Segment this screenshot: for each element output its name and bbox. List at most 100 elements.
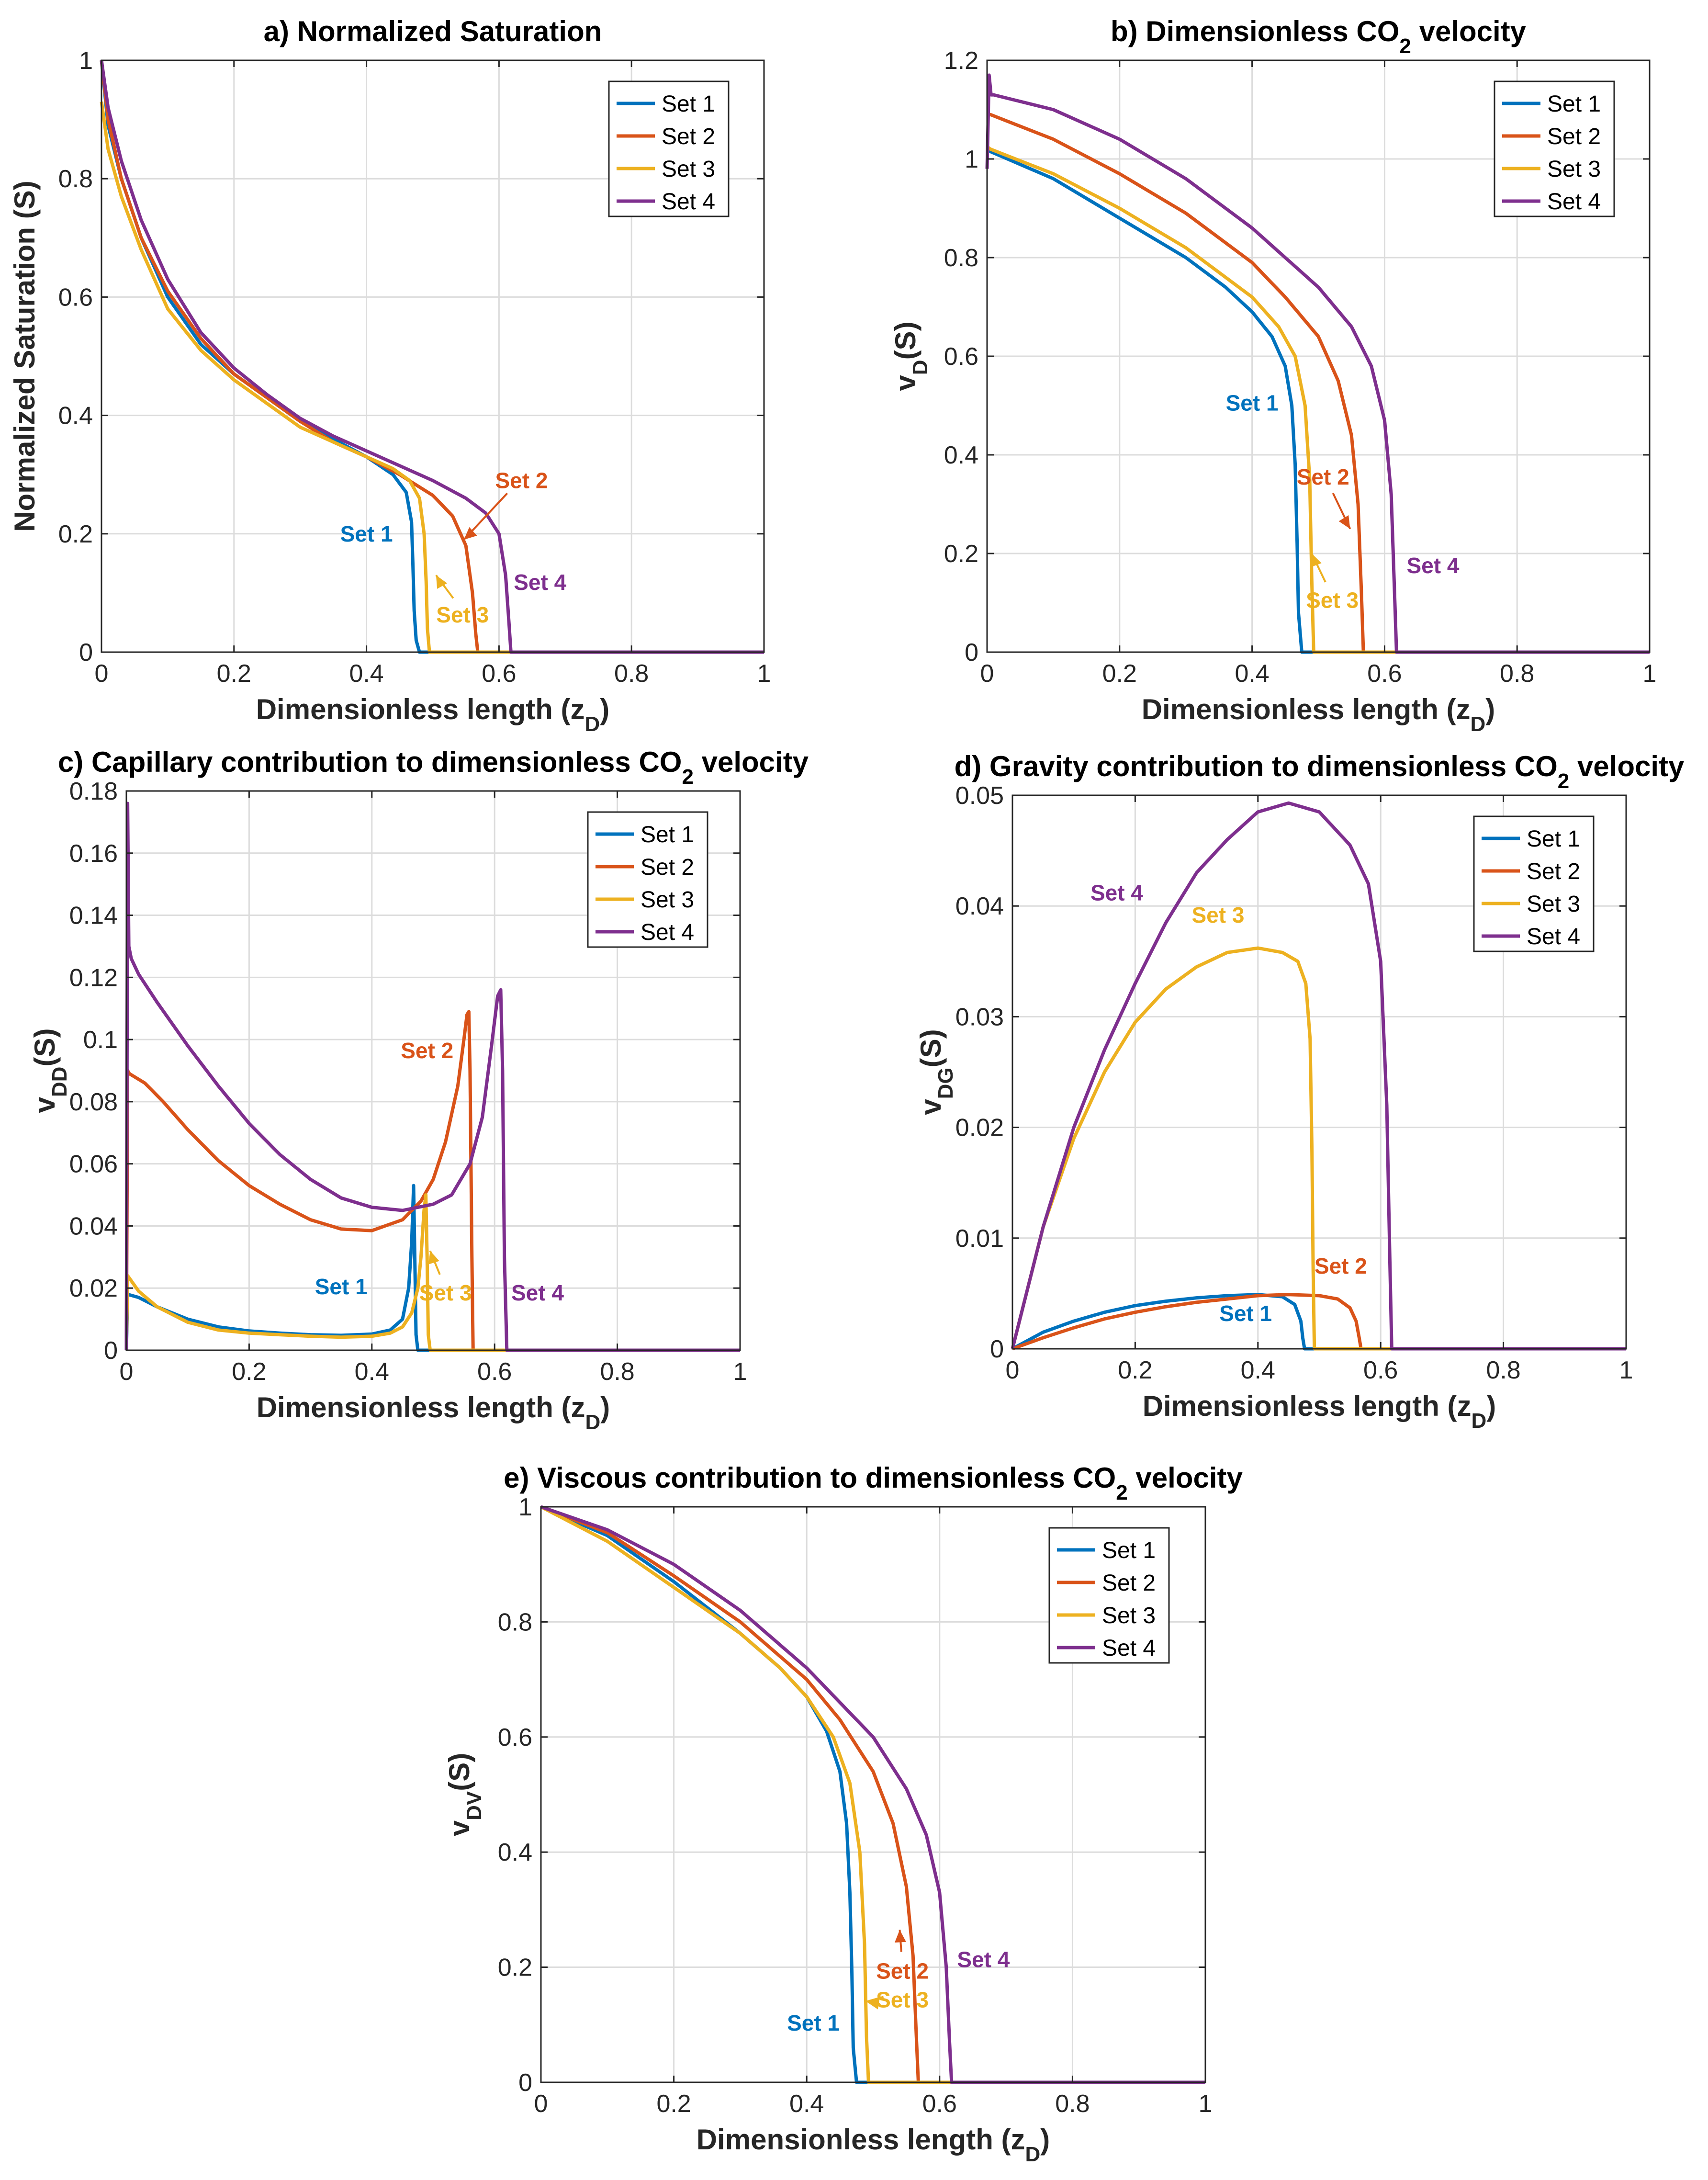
x-tick-label: 0.8 [1486, 1356, 1520, 1384]
y-tick-label: 0.04 [69, 1212, 118, 1240]
axes-box [101, 59, 765, 653]
series-line-set-2 [540, 1505, 1205, 2084]
axes-box [540, 1506, 1206, 2083]
legend-label-set-3: Set 3 [640, 887, 694, 913]
annotation-label: Set 3 [876, 1988, 929, 2012]
legend-label-set-2: Set 2 [1102, 1570, 1156, 1596]
legend-label-set-3: Set 3 [662, 157, 715, 182]
chart-panel-d: 0 0.2 0.4 0.6 0.8 1 0 0.01 0.02 0.03 0.04 0.05d) Gr… [915, 750, 1685, 1433]
chart-title: b) Dimensionless CO2 velocity [1111, 15, 1527, 58]
legend-label-set-4: Set 4 [1527, 924, 1580, 949]
annotation-label: Set 2 [876, 1959, 929, 1984]
x-tick-label: 1 [1643, 660, 1657, 688]
x-tick-label: 0.4 [789, 2090, 824, 2118]
y-tick-label: 1 [518, 1493, 532, 1521]
series-line-set-4 [124, 802, 740, 1352]
grid [125, 790, 741, 1351]
y-tick-label: 0.4 [498, 1839, 532, 1866]
axes-box [125, 790, 741, 1351]
annotation-arrowhead [866, 1998, 880, 2010]
annotation-arrowhead [894, 1930, 906, 1943]
y-tick-label: 0.6 [944, 343, 978, 371]
y-tick-label: 0 [965, 639, 978, 666]
annotation-label: Set 2 [401, 1038, 453, 1063]
y-tick-label: 0.2 [498, 1954, 532, 1982]
annotation-arrowhead [464, 527, 477, 540]
x-tick-label: 0.2 [1102, 660, 1137, 688]
x-tick-label: 1 [1619, 1356, 1633, 1384]
annotation-label: Set 1 [1219, 1301, 1272, 1326]
series-line-set-4 [540, 1505, 1205, 2084]
y-tick-label: 1.2 [944, 47, 978, 75]
x-tick-label: 0 [980, 660, 994, 688]
series-line-set-3 [540, 1505, 1205, 2084]
series-line-set-3 [1011, 946, 1626, 1351]
legend-label-set-3: Set 3 [1547, 157, 1601, 182]
y-tick-label: 0.01 [955, 1225, 1004, 1253]
legend-label-set-1: Set 1 [662, 91, 715, 117]
x-axis-label: Dimensionless length (zD) [256, 693, 610, 736]
y-tick-label: 0.2 [944, 540, 978, 568]
x-tick-label: 1 [1199, 2090, 1213, 2118]
y-tick-label: 0.18 [69, 778, 118, 805]
series-line-set-2 [1011, 1293, 1626, 1351]
x-axis-label: Dimensionless length (zD) [1142, 693, 1495, 736]
series-line-set-1 [540, 1505, 1205, 2084]
series-line-set-3 [124, 1193, 740, 1352]
series-line-set-1 [1011, 1293, 1626, 1351]
y-tick-label: 0 [104, 1337, 118, 1365]
y-tick-label: 0.16 [69, 840, 118, 868]
x-tick-label: 0 [1006, 1356, 1020, 1384]
legend-label-set-2: Set 2 [1527, 859, 1580, 884]
y-tick-label: 0.02 [955, 1114, 1004, 1142]
annotation-label: Set 3 [1191, 903, 1244, 927]
x-tick-label: 1 [757, 660, 771, 688]
chart-panel-b: 0 0.2 0.4 0.6 0.8 1 0 0.2 0.4 0.6 0.8 1 1.2 b) Dimens… [889, 15, 1656, 736]
x-tick-label: 0.2 [656, 2090, 691, 2118]
y-tick-label: 0.03 [955, 1003, 1004, 1031]
legend-label-set-3: Set 3 [1527, 892, 1580, 917]
y-tick-label: 0 [990, 1335, 1004, 1363]
series-line-set-4 [1011, 801, 1626, 1351]
y-tick-label: 0.14 [69, 902, 118, 930]
annotation-arrowhead [1311, 553, 1322, 567]
series-line-set-3 [100, 102, 764, 654]
x-tick-label: 0.8 [1055, 2090, 1090, 2118]
legend-label-set-4: Set 4 [1102, 1636, 1156, 1661]
chart-panel-e: 0 0.2 0.4 0.6 0.8 100.20.40.60.81e) Viscous c… [443, 1462, 1243, 2166]
legend: Set 1 Set 2 Set 3 Set 4 [1048, 1527, 1170, 1664]
y-axis-label: vDD(S) [29, 1028, 71, 1113]
annotation-label: Set 3 [419, 1280, 472, 1305]
x-tick-label: 0.4 [1235, 660, 1269, 688]
x-tick-label: 0.6 [922, 2090, 957, 2118]
series-line-set-1 [986, 147, 1650, 654]
legend-label-set-4: Set 4 [662, 189, 715, 215]
x-tick-label: 0.4 [355, 1358, 389, 1386]
y-axis-label: vD(S) [889, 321, 932, 391]
y-tick-label: 0.06 [69, 1151, 118, 1178]
series-line-set-4 [985, 73, 1650, 654]
x-tick-label: 1 [733, 1358, 747, 1386]
series-line-set-4 [100, 60, 764, 654]
chart-title: c) Capillary contribution to dimensionle… [58, 746, 809, 789]
x-tick-label: 0.6 [482, 660, 516, 688]
y-tick-label: 0.6 [498, 1724, 532, 1751]
axes-box [1011, 794, 1627, 1350]
legend-label-set-4: Set 4 [640, 920, 694, 945]
x-axis-label: Dimensionless length (zD) [697, 2124, 1050, 2166]
chart-panel-c: 0 0.2 0.4 0.6 0.8 1 0 0.02 0.04 0.06 0.08 0.1 0.12 0.… [29, 746, 809, 1434]
legend-label-set-3: Set 3 [1102, 1603, 1156, 1628]
x-tick-label: 0 [120, 1358, 134, 1386]
annotation-arrowhead [428, 1251, 439, 1265]
x-tick-label: 0.4 [349, 660, 383, 688]
x-tick-label: 0.6 [1363, 1356, 1398, 1384]
y-tick-label: 0.4 [58, 402, 93, 430]
y-tick-label: 0.8 [58, 165, 93, 193]
series-line-set-2 [124, 1010, 740, 1352]
x-tick-label: 0.2 [217, 660, 251, 688]
annotation-label: Set 4 [1406, 553, 1459, 578]
chart-panel-a: 0 0.2 0.4 0.6 0.8 1 0 0.2 0.4 0.6 0.8 1 a) Normalize… [9, 15, 771, 736]
legend: Set 1 Set 2 Set 3 Set 4 [1473, 815, 1595, 952]
annotation-label: Set 1 [340, 521, 393, 546]
annotation-arrowhead [1338, 515, 1350, 529]
